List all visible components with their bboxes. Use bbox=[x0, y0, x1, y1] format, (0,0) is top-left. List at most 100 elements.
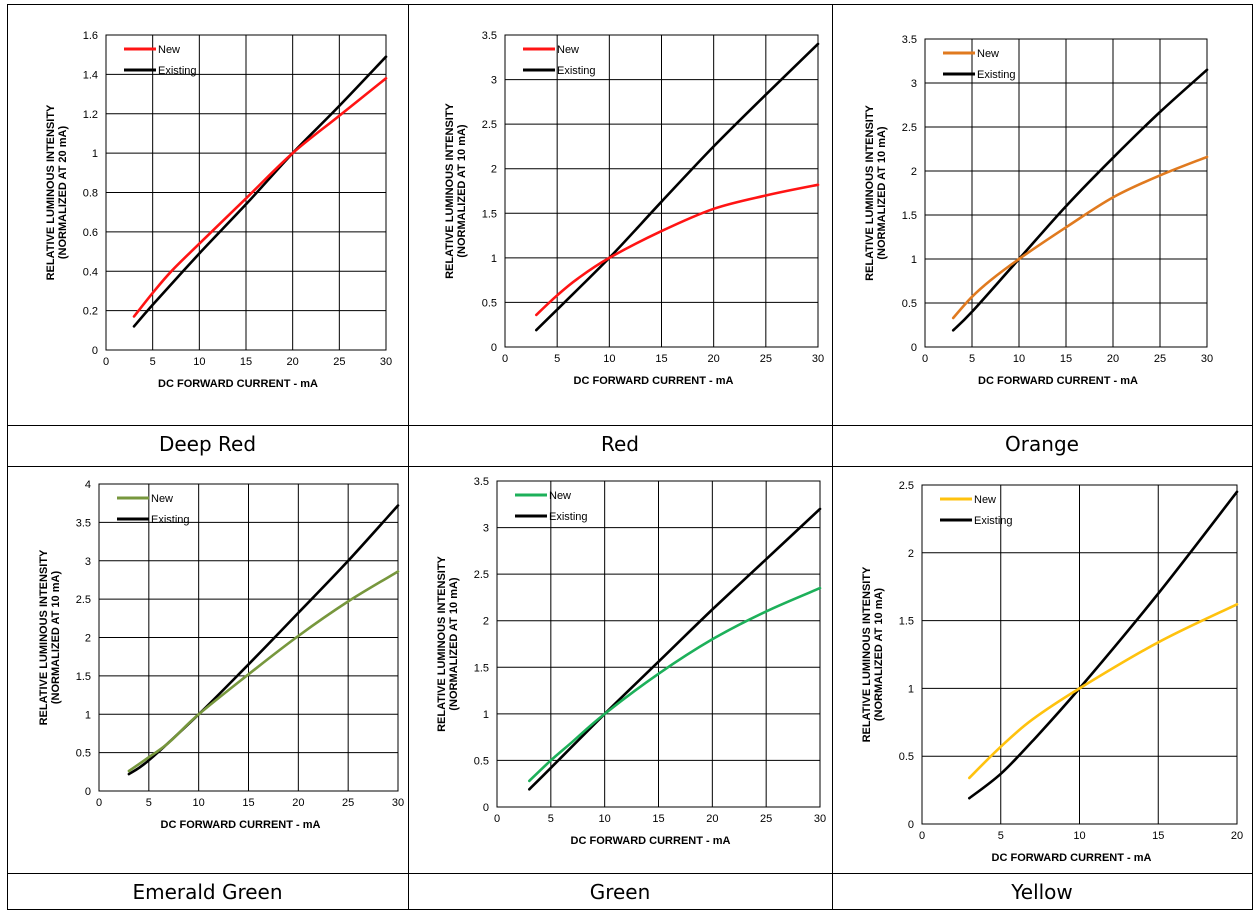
x-tick-label: 0 bbox=[103, 356, 109, 368]
legend-label: Existing bbox=[977, 69, 1016, 81]
legend-label: New bbox=[974, 494, 996, 506]
y-tick-label: 3.5 bbox=[76, 517, 91, 529]
x-tick-label: 0 bbox=[502, 353, 508, 365]
y-tick-label: 1.5 bbox=[899, 616, 914, 628]
x-tick-label: 10 bbox=[193, 797, 205, 809]
series-line-new bbox=[968, 603, 1239, 780]
y-tick-label: 0.5 bbox=[474, 755, 489, 767]
y-tick-label: 2.5 bbox=[902, 122, 917, 134]
series-line-existing bbox=[528, 507, 822, 791]
y-tick-label: 1 bbox=[911, 254, 917, 266]
series-line-existing bbox=[127, 504, 400, 776]
x-axis-label: DC FORWARD CURRENT - mA bbox=[158, 378, 318, 390]
x-tick-label: 25 bbox=[760, 813, 772, 825]
table-border-bottom bbox=[7, 909, 1253, 910]
series-line-existing bbox=[535, 42, 820, 332]
y-tick-label: 0 bbox=[491, 342, 497, 354]
y-tick-label: 1 bbox=[92, 148, 98, 160]
x-tick-label: 5 bbox=[998, 830, 1004, 842]
y-tick-label: 0.4 bbox=[83, 266, 98, 278]
x-tick-label: 25 bbox=[342, 797, 354, 809]
x-tick-label: 20 bbox=[292, 797, 304, 809]
table-border-col1 bbox=[408, 4, 409, 910]
x-tick-label: 15 bbox=[1060, 353, 1072, 365]
x-tick-label: 0 bbox=[96, 797, 102, 809]
series-line-existing bbox=[968, 490, 1239, 800]
x-tick-label: 0 bbox=[922, 353, 928, 365]
x-axis-label: DC FORWARD CURRENT - mA bbox=[571, 835, 731, 847]
y-tick-label: 1 bbox=[491, 253, 497, 265]
x-tick-label: 0 bbox=[494, 813, 500, 825]
x-tick-label: 20 bbox=[287, 356, 299, 368]
legend-label: Existing bbox=[974, 515, 1013, 527]
y-tick-label: 0 bbox=[92, 345, 98, 357]
y-tick-label: 0.6 bbox=[83, 227, 98, 239]
x-tick-label: 5 bbox=[554, 353, 560, 365]
y-tick-label: 1 bbox=[908, 683, 914, 695]
caption-red: Red bbox=[601, 432, 639, 456]
y-tick-label: 2 bbox=[483, 616, 489, 628]
y-tick-label: 2 bbox=[911, 166, 917, 178]
y-tick-label: 1.5 bbox=[474, 662, 489, 674]
x-tick-label: 20 bbox=[1107, 353, 1119, 365]
x-tick-label: 20 bbox=[706, 813, 718, 825]
y-tick-label: 0 bbox=[85, 786, 91, 798]
y-tick-label: 0.2 bbox=[83, 306, 98, 318]
y-axis-label: (NORMALIZED AT 10 mA) bbox=[876, 126, 888, 260]
table-border-mid1 bbox=[7, 425, 1253, 426]
x-tick-label: 25 bbox=[333, 356, 345, 368]
x-tick-label: 5 bbox=[150, 356, 156, 368]
x-tick-label: 30 bbox=[1201, 353, 1213, 365]
y-axis-label: (NORMALIZED AT 10 mA) bbox=[448, 577, 460, 711]
table-border-top bbox=[7, 4, 1253, 5]
y-tick-label: 1.5 bbox=[902, 210, 917, 222]
series-line-new bbox=[132, 77, 388, 318]
y-tick-label: 2.5 bbox=[482, 119, 497, 131]
y-tick-label: 2 bbox=[85, 633, 91, 645]
y-tick-label: 1.2 bbox=[83, 109, 98, 121]
y-tick-label: 0.5 bbox=[76, 748, 91, 760]
x-tick-label: 15 bbox=[652, 813, 664, 825]
x-axis-label: DC FORWARD CURRENT - mA bbox=[978, 375, 1138, 387]
y-axis-label: RELATIVE LUMINOUS INTENSITY bbox=[861, 566, 873, 742]
series-line-new bbox=[528, 586, 822, 783]
y-axis-label: RELATIVE LUMINOUS INTENSITY bbox=[436, 555, 448, 731]
x-tick-label: 10 bbox=[603, 353, 615, 365]
y-tick-label: 2.5 bbox=[474, 569, 489, 581]
y-axis-label: RELATIVE LUMINOUS INTENSITY bbox=[444, 102, 456, 278]
y-axis-label: (NORMALIZED AT 10 mA) bbox=[50, 571, 62, 705]
x-tick-label: 30 bbox=[812, 353, 824, 365]
y-tick-label: 0 bbox=[483, 802, 489, 814]
y-tick-label: 3 bbox=[491, 75, 497, 87]
series-line-existing bbox=[951, 68, 1209, 332]
caption-yellow: Yellow bbox=[1011, 880, 1073, 904]
y-axis-label: (NORMALIZED AT 10 mA) bbox=[456, 124, 468, 258]
x-tick-label: 20 bbox=[1231, 830, 1243, 842]
y-tick-label: 1.6 bbox=[83, 30, 98, 42]
y-tick-label: 0.5 bbox=[899, 751, 914, 763]
x-tick-label: 10 bbox=[193, 356, 205, 368]
x-tick-label: 30 bbox=[392, 797, 404, 809]
y-tick-label: 2.5 bbox=[76, 594, 91, 606]
series-line-new bbox=[951, 155, 1209, 320]
y-tick-label: 2.5 bbox=[899, 480, 914, 492]
y-tick-label: 3 bbox=[85, 556, 91, 568]
y-tick-label: 0.5 bbox=[902, 298, 917, 310]
legend-label: Existing bbox=[549, 511, 588, 523]
y-tick-label: 0 bbox=[911, 342, 917, 354]
chart-grid-table: Deep Red Red Orange Emerald Green Green … bbox=[7, 4, 1253, 910]
caption-green: Green bbox=[589, 880, 651, 904]
x-tick-label: 15 bbox=[242, 797, 254, 809]
x-tick-label: 25 bbox=[760, 353, 772, 365]
x-tick-label: 15 bbox=[240, 356, 252, 368]
series-line-new bbox=[127, 570, 400, 773]
y-tick-label: 1 bbox=[483, 709, 489, 721]
y-tick-label: 0 bbox=[908, 819, 914, 831]
x-tick-label: 10 bbox=[599, 813, 611, 825]
y-tick-label: 0.5 bbox=[482, 297, 497, 309]
y-tick-label: 3.5 bbox=[902, 34, 917, 46]
y-tick-label: 1 bbox=[85, 709, 91, 721]
y-tick-label: 1.5 bbox=[482, 208, 497, 220]
legend-label: Existing bbox=[557, 65, 596, 77]
